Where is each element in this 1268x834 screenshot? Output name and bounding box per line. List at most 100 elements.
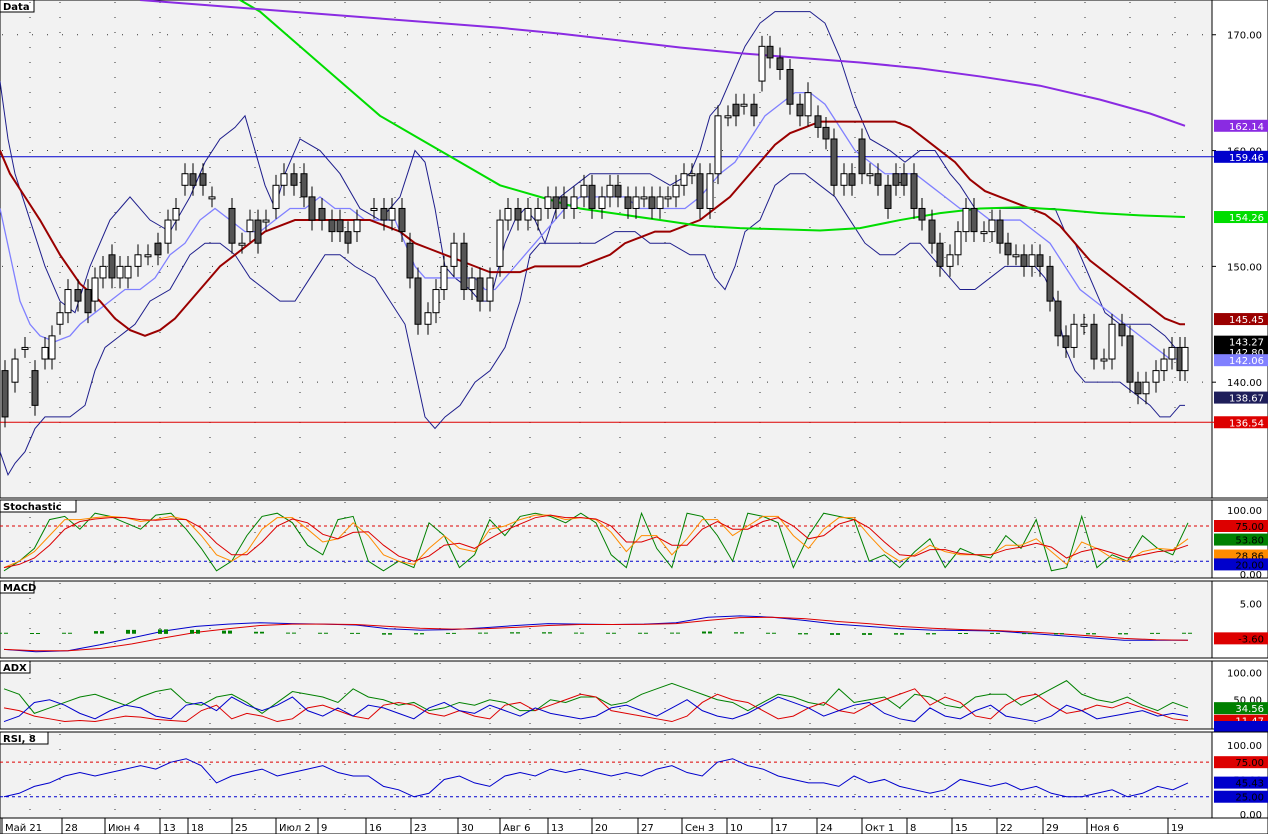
x-tick-label: Ноя 6 [1090, 823, 1119, 834]
panel-0-plot-area [0, 0, 1213, 499]
candle-body [308, 196, 316, 221]
candle-body [928, 219, 936, 244]
candle-body [1118, 323, 1126, 337]
x-tick-label: 8 [910, 823, 916, 834]
panel-1-label: Stochastic [3, 502, 62, 513]
stochastic-tag-bg [1214, 558, 1268, 571]
candle-body [688, 173, 696, 177]
candle-body [656, 196, 664, 209]
x-tick-label: Авг 6 [503, 823, 531, 834]
candle-body [1108, 323, 1116, 360]
candle-body [858, 138, 866, 175]
candle-body [262, 219, 270, 223]
rsi-tag-bg [1214, 776, 1268, 789]
adx-minus-di-line [3, 696, 1189, 723]
price-tag: 136.54 [1229, 418, 1264, 429]
candle-body [954, 231, 962, 256]
candle-body [672, 184, 680, 198]
x-tick-label: 17 [775, 823, 788, 834]
stochastic-tag: 75.00 [1235, 522, 1264, 533]
x-tick-label: 9 [321, 823, 327, 834]
candle-body [786, 68, 794, 105]
candle-body [866, 173, 874, 177]
price-tag: 162.14 [1229, 122, 1264, 133]
panel-2-label-box [0, 580, 35, 594]
candle-body [414, 277, 422, 325]
x-tick-label: Июл 2 [279, 823, 311, 834]
candle-body [724, 115, 732, 119]
candle-body [172, 207, 180, 221]
candle-body [758, 45, 766, 82]
candle-body [208, 196, 216, 200]
sma-mid-line [0, 120, 1185, 337]
sma-short-line [0, 92, 1185, 360]
candle-body [504, 207, 512, 221]
adx-tag-bg [1214, 721, 1268, 733]
candle-body [424, 312, 432, 325]
panel-4-label: RSI, 8 [3, 734, 36, 745]
adx-y-tick: 100.00 [1227, 668, 1262, 679]
rsi-tag-bg [1214, 790, 1268, 803]
candle-body [1062, 335, 1070, 348]
candle-body [580, 184, 588, 198]
candle-body [534, 207, 542, 221]
x-tick-label: 24 [820, 823, 833, 834]
panel-1-label-box [0, 499, 77, 513]
candle-body [892, 173, 900, 186]
candle-body [154, 242, 162, 256]
y-tick-label: 150.00 [1227, 262, 1262, 273]
price-tag: 145.45 [1229, 315, 1264, 326]
price-tag: 159.46 [1229, 153, 1264, 164]
candle-body [588, 184, 596, 209]
rsi-tag: 25.00 [1235, 793, 1264, 804]
candle-body [31, 370, 39, 406]
x-tick-label: 27 [641, 823, 654, 834]
candle-body [336, 219, 344, 233]
candle-body [804, 92, 812, 117]
x-tick-label: 13 [163, 823, 176, 834]
price-tag-bg [1214, 211, 1268, 224]
stochastic-tag: 20.00 [1235, 560, 1264, 571]
rsi-y-tick: 0.00 [1240, 810, 1262, 821]
candle-body [830, 138, 838, 186]
candle-body [1070, 323, 1078, 348]
candle-body [91, 277, 99, 302]
candle-body [814, 115, 822, 128]
candle-body [406, 242, 414, 279]
price-tag-bg [1214, 119, 1268, 132]
rsi-line [3, 758, 1189, 798]
price-tag-bg [1214, 150, 1268, 163]
y-tick-label: 170.00 [1227, 31, 1262, 42]
candle-body [1012, 254, 1020, 258]
candle-body [476, 277, 484, 302]
candle-body [181, 173, 189, 186]
candle-body [970, 207, 978, 233]
price-tag-bg [1214, 313, 1268, 326]
panel-3-label: ADX [3, 663, 27, 674]
x-tick-label: 20 [595, 823, 608, 834]
candle-body [996, 219, 1004, 244]
stochastic-tag: 53.80 [1235, 536, 1264, 547]
price-tag-bg [1214, 416, 1268, 429]
candle-body [606, 184, 614, 198]
sma-long-purple-line [139, 0, 1186, 127]
candle-body [740, 103, 748, 107]
y-tick-label: 140.00 [1227, 378, 1262, 389]
candle-body [732, 103, 740, 117]
adx-plus-di-line [3, 688, 1189, 723]
candle-body [380, 207, 388, 221]
candle-body [486, 277, 494, 302]
candle-body [280, 173, 288, 186]
candle-body [1181, 346, 1189, 372]
candle-body [614, 184, 622, 198]
x-axis-area [0, 817, 1268, 834]
rsi-y-tick: 100.00 [1227, 741, 1262, 752]
candle-body [450, 242, 458, 267]
stochastic-d-line [3, 514, 1189, 569]
candle-body [124, 265, 132, 279]
candle-body [84, 289, 92, 314]
candle-body [1100, 358, 1108, 362]
candle-body [1028, 254, 1036, 267]
candle-body [290, 173, 298, 186]
